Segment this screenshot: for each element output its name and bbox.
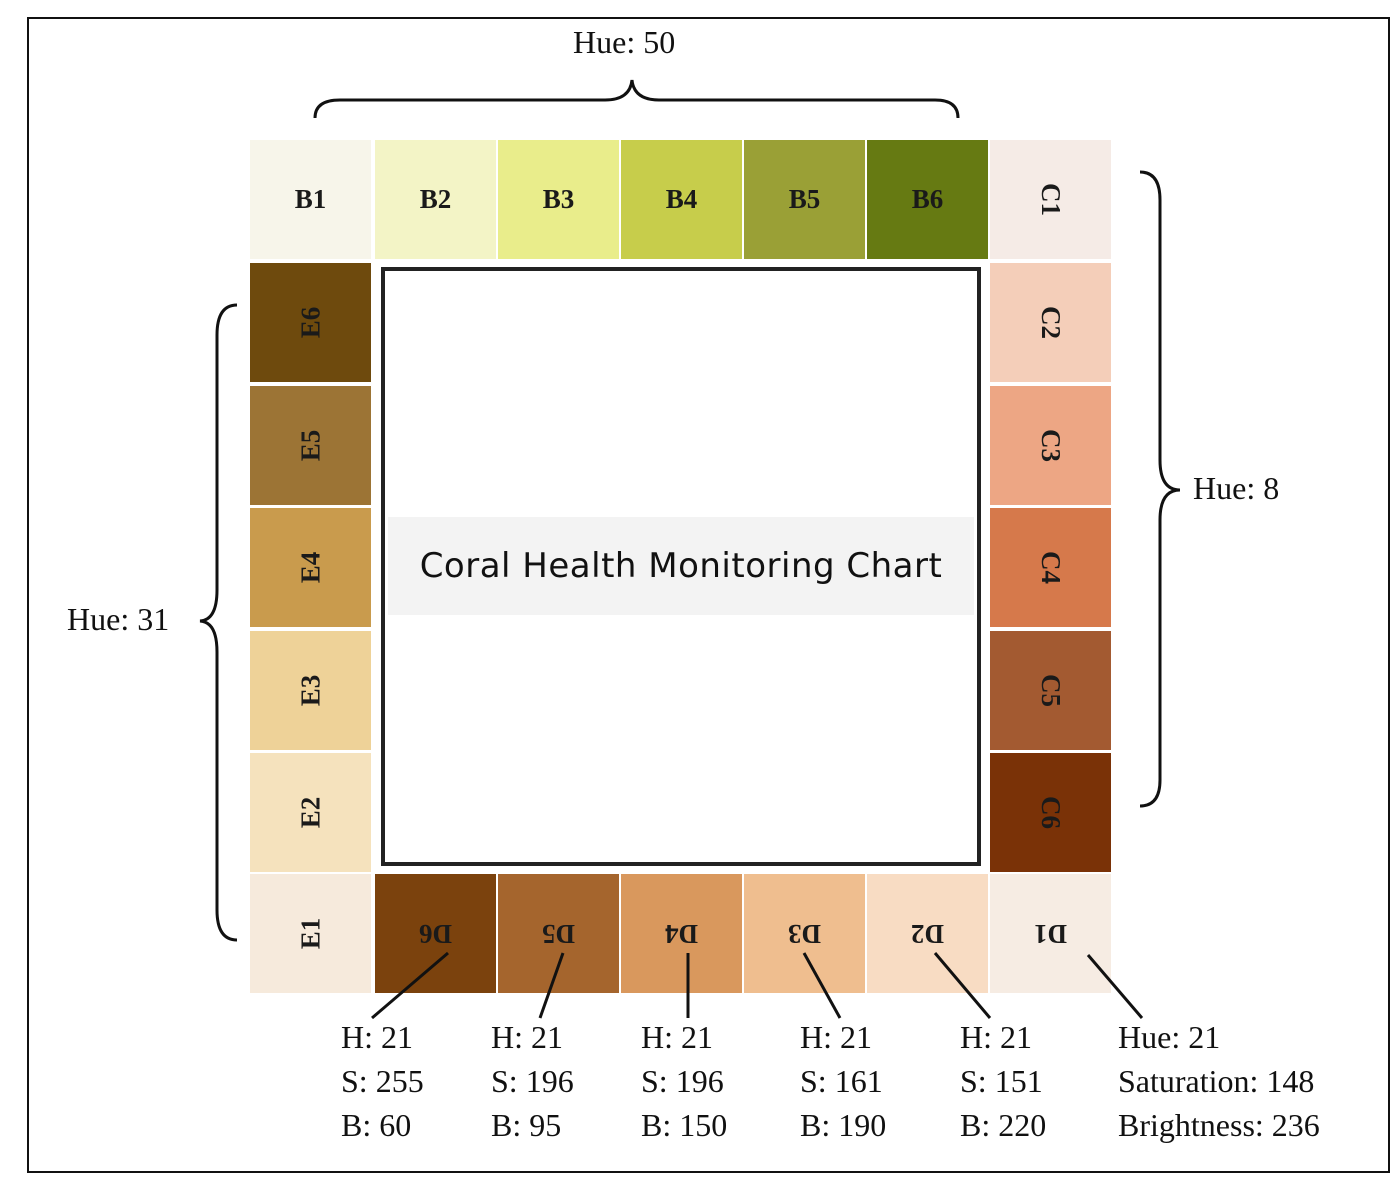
color-tile-d2: D2	[867, 874, 988, 993]
hsb-line: H: 21	[960, 1019, 1032, 1055]
diagram-frame	[27, 17, 1390, 1173]
hsb-line: B: 60	[341, 1107, 412, 1143]
left-brace	[199, 303, 238, 942]
color-tile-b5: B5	[744, 140, 865, 259]
hsb-values-d4: H: 21 S: 196 B: 150	[641, 1015, 727, 1147]
color-tile-d4: D4	[621, 874, 742, 993]
hsb-values-d1: Hue: 21 Saturation: 148 Brightness: 236	[1118, 1015, 1320, 1147]
hsb-line: H: 21	[341, 1019, 413, 1055]
color-tile-b3: B3	[498, 140, 619, 259]
color-tile-b1: B1	[250, 140, 371, 259]
leader-d1	[1086, 954, 1144, 1019]
leader-d5	[538, 952, 565, 1019]
hsb-line: B: 220	[960, 1107, 1047, 1143]
color-tile-d1: D1	[990, 874, 1111, 993]
hsb-line: S: 161	[800, 1063, 883, 1099]
chart-title: Coral Health Monitoring Chart	[419, 546, 943, 586]
color-tile-c1: C1	[990, 140, 1111, 259]
color-tile-e3: E3	[250, 631, 371, 750]
hue-label-right: Hue: 8	[1193, 470, 1280, 506]
hue-label-top: Hue: 50	[573, 24, 676, 60]
leader-d3	[802, 952, 842, 1019]
color-tile-b2: B2	[375, 140, 496, 259]
tile-label: B3	[542, 184, 575, 214]
color-tile-b4: B4	[621, 140, 742, 259]
right-brace	[1139, 170, 1181, 808]
hue-label-left: Hue: 31	[67, 601, 170, 637]
color-tile-c2: C2	[990, 263, 1111, 382]
color-tile-e4: E4	[250, 508, 371, 627]
leader-d6	[371, 951, 449, 1020]
hsb-line: B: 190	[800, 1107, 887, 1143]
chart-title-banner: Coral Health Monitoring Chart	[388, 517, 974, 615]
color-tile-e2: E2	[250, 753, 371, 872]
hsb-values-d5: H: 21 S: 196 B: 95	[491, 1015, 574, 1147]
color-tile-c3: C3	[990, 386, 1111, 505]
hsb-line: S: 151	[960, 1063, 1043, 1099]
hsb-values-d6: H: 21 S: 255 B: 60	[341, 1015, 424, 1147]
color-tile-d5: D5	[498, 874, 619, 993]
color-tile-e1: E1	[250, 874, 371, 993]
hsb-line: B: 95	[491, 1107, 562, 1143]
color-tile-c6: C6	[990, 753, 1111, 872]
hsb-line: S: 196	[491, 1063, 574, 1099]
color-tile-d3: D3	[744, 874, 865, 993]
color-tile-b6: B6	[867, 140, 988, 259]
tile-label: B1	[294, 184, 327, 214]
tile-label: B6	[911, 184, 944, 214]
hsb-line: Hue: 21	[1118, 1019, 1221, 1055]
hsb-line: B: 150	[641, 1107, 728, 1143]
hsb-line: Saturation: 148	[1118, 1063, 1315, 1099]
color-tile-d6: D6	[375, 874, 496, 993]
hsb-line: H: 21	[641, 1019, 713, 1055]
top-brace	[313, 79, 960, 119]
tile-label: B4	[665, 184, 698, 214]
hsb-line: S: 255	[341, 1063, 424, 1099]
hsb-line: H: 21	[800, 1019, 872, 1055]
tile-label: B2	[419, 184, 452, 214]
hsb-values-d2: H: 21 S: 151 B: 220	[960, 1015, 1046, 1147]
hsb-line: Brightness: 236	[1118, 1107, 1320, 1143]
leader-d2	[933, 952, 992, 1019]
tile-label: B5	[788, 184, 821, 214]
color-tile-c4: C4	[990, 508, 1111, 627]
hsb-line: H: 21	[491, 1019, 563, 1055]
hsb-line: S: 196	[641, 1063, 724, 1099]
hsb-values-d3: H: 21 S: 161 B: 190	[800, 1015, 886, 1147]
color-tile-e6: E6	[250, 263, 371, 382]
color-tile-e5: E5	[250, 386, 371, 505]
color-tile-c5: C5	[990, 631, 1111, 750]
